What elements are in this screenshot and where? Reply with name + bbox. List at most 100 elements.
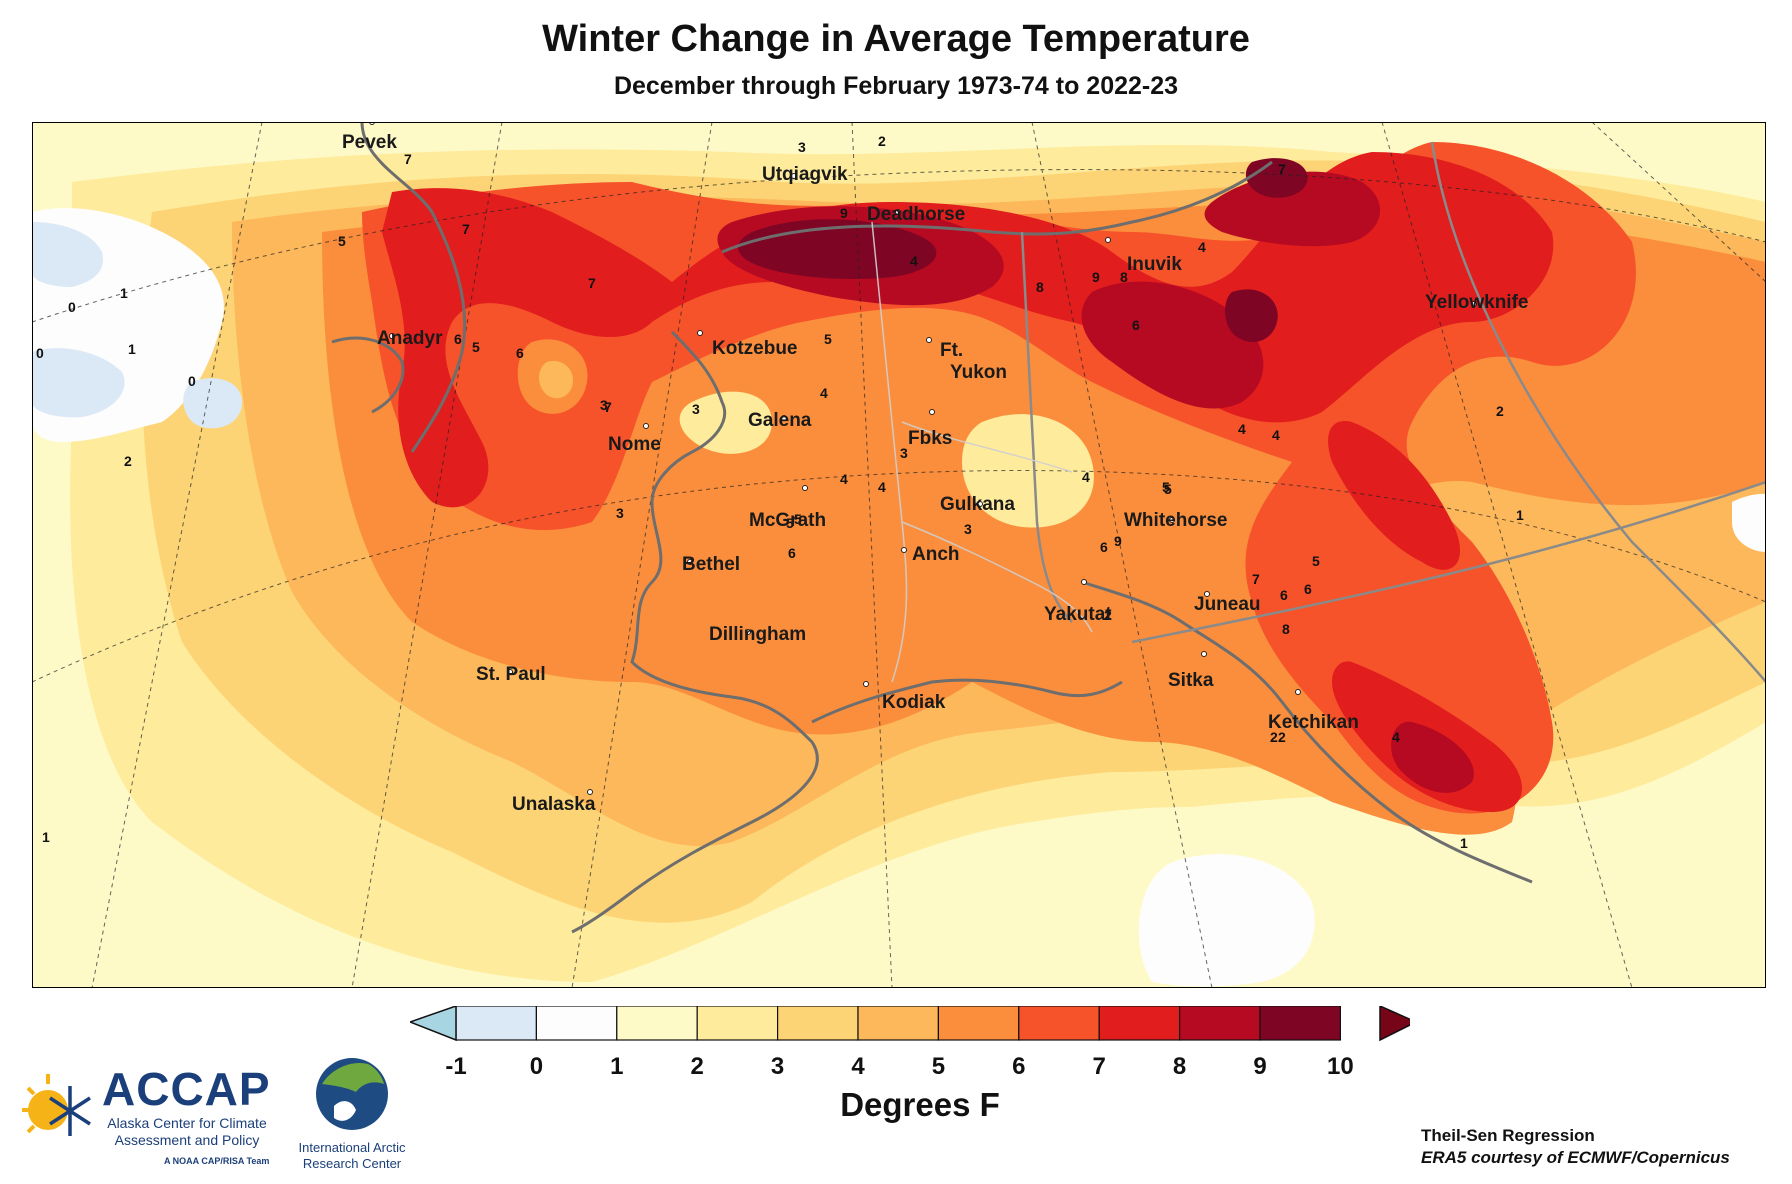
colorbar-over-arrow — [1379, 1006, 1410, 1042]
accap-logo: ACCAP Alaska Center for Climate Assessme… — [14, 1062, 284, 1172]
city-marker — [1204, 591, 1210, 597]
map-subtitle: December through February 1973-74 to 202… — [613, 72, 1179, 100]
temperature-colorbar: -1 0 1 2 3 4 5 6 7 8 9 10 — [410, 1006, 1410, 1080]
city-label: Ketchikan — [1268, 712, 1359, 733]
contour-label: 5 — [1164, 481, 1172, 497]
colorbar-segment — [1259, 1006, 1342, 1041]
city-label: Bethel — [682, 554, 740, 575]
colorbar-segment — [455, 1006, 538, 1041]
city-label: Deadhorse — [867, 204, 965, 225]
accap-name: ACCAP — [102, 1063, 271, 1115]
city-marker — [791, 173, 797, 179]
city-label: Dillingham — [709, 624, 806, 645]
colorbar-under-arrow — [410, 1006, 457, 1042]
city-marker — [745, 629, 751, 635]
contour-label: 4 — [1198, 239, 1206, 255]
contour-label: 4 — [1082, 469, 1090, 485]
contour-label: 3 — [964, 521, 972, 537]
contour-label: 0 — [188, 373, 196, 389]
colorbar-segment — [616, 1006, 698, 1041]
colorbar-segment — [535, 1006, 618, 1041]
contour-label: 3 — [600, 397, 608, 413]
city-label: Pevek — [342, 132, 397, 153]
contour-label: 1 — [1460, 835, 1468, 851]
colorbar-tick-label: 3 — [771, 1053, 784, 1080]
sun-snowflake-icon — [22, 1074, 91, 1136]
contour-label: 6 — [1304, 581, 1312, 597]
city-label: Anch — [912, 544, 960, 565]
contour-label: 5 — [824, 331, 832, 347]
colorbar-segment — [1018, 1006, 1100, 1041]
city-label: Whitehorse — [1124, 510, 1227, 531]
colorbar-segment — [1178, 1006, 1261, 1041]
city-marker — [977, 501, 983, 507]
accap-subtitle: Alaska Center for Climate Assessment and… — [107, 1115, 267, 1148]
city-marker — [1201, 651, 1207, 657]
city-label: Ft. — [940, 340, 963, 361]
contour-label: 6 — [454, 331, 462, 347]
city-label: Kotzebue — [712, 338, 798, 359]
contour-label: 6 — [1100, 539, 1108, 555]
colorbar-tick-label: 9 — [1253, 1053, 1266, 1080]
city-marker — [781, 415, 787, 421]
colorbar-tick-label: 6 — [1012, 1053, 1025, 1080]
colorbar-tick-label: 7 — [1093, 1053, 1106, 1080]
contour-label: 2 — [878, 133, 886, 149]
contour-label: 4 — [840, 471, 848, 487]
contour-label: 5 — [472, 339, 480, 355]
contour-label: 6 — [788, 545, 796, 561]
city-marker — [687, 559, 693, 565]
contour-label: 8 — [1036, 279, 1044, 295]
colorbar-segment — [1098, 1006, 1181, 1041]
contour-label: 7 — [1278, 161, 1286, 177]
city-label: Galena — [748, 410, 812, 431]
city-label: Unalaska — [512, 794, 596, 815]
contour-label: 9 — [1114, 533, 1122, 549]
colorbar-tick-label: 2 — [691, 1053, 704, 1080]
source-credit: ERA5 courtesy of ECMWF/Copernicus — [1421, 1148, 1730, 1167]
contour-label: 1 — [120, 285, 128, 301]
colorbar-tick-label: 5 — [932, 1053, 945, 1080]
method-credit: Theil-Sen Regression — [1421, 1126, 1595, 1145]
city-label: Yellowknife — [1425, 292, 1528, 313]
contour-label: 0 — [36, 345, 44, 361]
contour-label: 7 — [588, 275, 596, 291]
city-label: Anadyr — [377, 328, 443, 349]
contour-label: 0 — [68, 299, 76, 315]
contour-label: 9 — [840, 205, 848, 221]
city-marker — [929, 409, 935, 415]
contour-label: 1 — [1516, 507, 1524, 523]
city-label: Sitka — [1168, 670, 1214, 691]
city-marker — [895, 209, 901, 215]
contour-label: 5 — [1162, 479, 1170, 495]
iarc-logo: International Arctic Research Center — [282, 1054, 422, 1174]
contour-label: 3 — [616, 505, 624, 521]
globe-icon — [316, 1058, 388, 1130]
contour-label: 7 — [1252, 571, 1260, 587]
city-marker — [901, 547, 907, 553]
colorbar-tick-label: 10 — [1327, 1053, 1354, 1080]
city-label: Kodiak — [882, 692, 946, 713]
contour-label: 6 — [1132, 317, 1140, 333]
city-label: Gulkana — [940, 494, 1015, 515]
city-marker — [697, 330, 703, 336]
contour-label: 4 — [1272, 427, 1280, 443]
city-label: St. Paul — [476, 664, 546, 685]
contour-label: 3 — [692, 401, 700, 417]
contour-label: 8 — [1120, 269, 1128, 285]
city-marker — [507, 669, 513, 675]
band-0-1-sea — [1138, 854, 1315, 987]
city-label: Utqiagvik — [762, 164, 848, 185]
contour-label: 5 — [338, 233, 346, 249]
contour-label: 3 — [900, 445, 908, 461]
contour-label: 4 — [1238, 421, 1246, 437]
contour-label: 6 — [1280, 587, 1288, 603]
city-label: Yukon — [950, 362, 1007, 383]
city-label: McGrath — [749, 510, 826, 531]
city-marker — [1295, 689, 1301, 695]
contour-label: 8 — [1282, 621, 1290, 637]
contour-label: 2 — [124, 453, 132, 469]
band-minus1-0 — [32, 222, 242, 429]
